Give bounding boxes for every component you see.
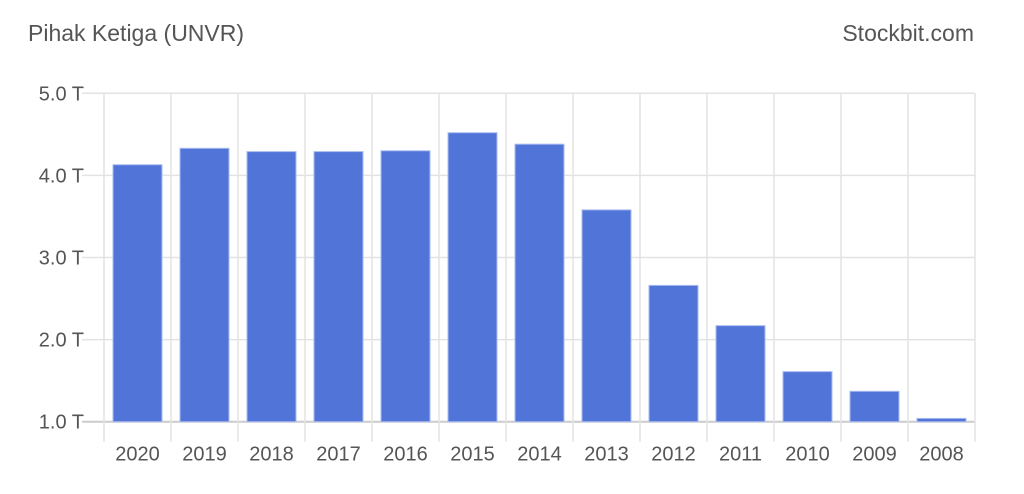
y-tick-label: 1.0 T xyxy=(39,412,84,434)
bar-2016 xyxy=(380,150,431,423)
bar-2008 xyxy=(916,417,967,423)
x-tick-label: 2019 xyxy=(182,444,227,466)
x-tick-label: 2010 xyxy=(785,444,830,466)
y-tick-label: 5.0 T xyxy=(39,83,84,105)
bar-2020 xyxy=(112,164,163,423)
x-tick-label: 2009 xyxy=(852,444,897,466)
chart-title: Pihak Ketiga (UNVR) xyxy=(28,20,245,46)
x-tick-label: 2020 xyxy=(115,444,160,466)
x-tick-label: 2017 xyxy=(316,444,361,466)
x-tick-label: 2011 xyxy=(719,444,762,466)
x-tick-label: 2008 xyxy=(919,444,964,466)
x-tick-label: 2018 xyxy=(249,444,294,466)
x-tick-label: 2013 xyxy=(584,444,629,466)
bar-2018 xyxy=(246,151,297,423)
x-tick-label: 2014 xyxy=(517,444,562,466)
bar-2014 xyxy=(514,143,565,423)
x-tick-label: 2016 xyxy=(383,444,428,466)
bar-2011 xyxy=(715,325,766,423)
bar-2012 xyxy=(648,284,699,423)
y-tick-label: 2.0 T xyxy=(39,330,84,352)
bar-2009 xyxy=(849,390,900,423)
bar-2015 xyxy=(447,132,498,423)
brand-label: Stockbit.com xyxy=(842,20,974,46)
bar-2013 xyxy=(581,209,632,423)
bar-2017 xyxy=(313,151,364,423)
x-tick-label: 2015 xyxy=(450,444,495,466)
bar-2010 xyxy=(782,371,833,423)
x-tick-label: 2012 xyxy=(651,444,696,466)
y-tick-label: 4.0 T xyxy=(39,165,84,187)
bar-2019 xyxy=(179,147,230,423)
y-tick-label: 3.0 T xyxy=(39,248,84,270)
